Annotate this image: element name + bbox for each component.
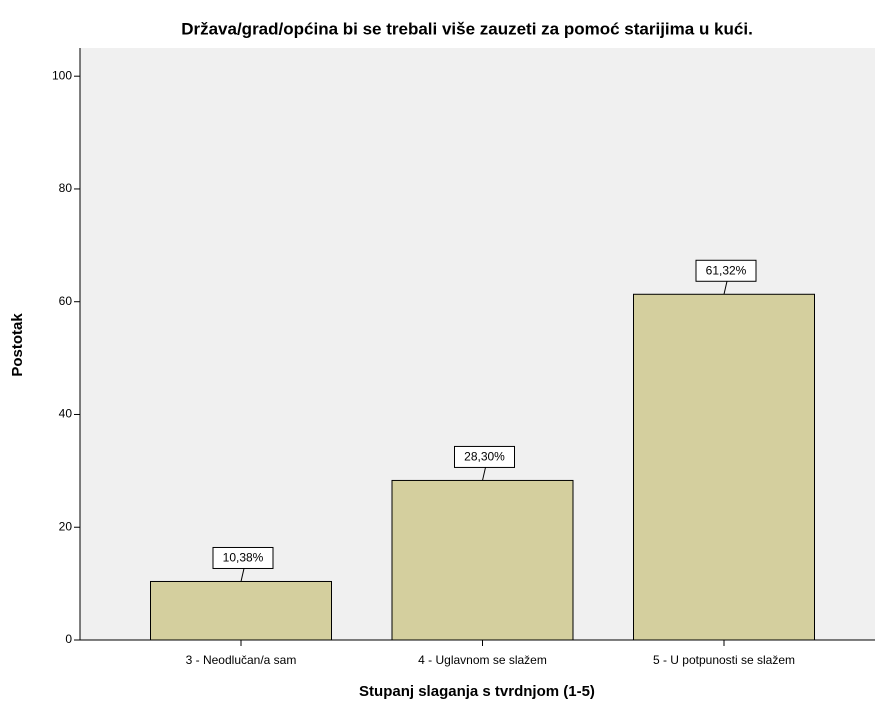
value-label: 28,30% <box>464 450 505 464</box>
label-box <box>695 259 757 282</box>
value-label: 61,32% <box>706 263 747 277</box>
bar <box>391 479 574 641</box>
bar <box>150 580 332 641</box>
label-leader <box>723 281 728 295</box>
y-tick-label: 0 <box>65 632 72 646</box>
x-tick-label: 3 - Neodlučan/a sam <box>186 653 297 667</box>
label-box <box>212 546 274 569</box>
y-tick-label: 60 <box>59 294 73 308</box>
y-tick-label: 100 <box>52 68 72 82</box>
x-tick-label: 5 - U potpunosti se slažem <box>653 653 795 667</box>
y-tick-label: 20 <box>59 519 73 533</box>
y-tick-label: 40 <box>59 407 73 421</box>
chart-title: Država/grad/općina bi se trebali više za… <box>181 19 753 38</box>
y-axis-label: Postotak <box>9 313 26 377</box>
label-leader <box>240 568 245 582</box>
label-box <box>454 445 515 468</box>
value-label: 10,38% <box>223 551 264 565</box>
label-leader <box>482 467 486 481</box>
bar <box>633 293 815 641</box>
y-tick-label: 80 <box>59 181 73 195</box>
x-tick-label: 4 - Uglavnom se slažem <box>418 653 547 667</box>
x-axis-label: Stupanj slaganja s tvrdnjom (1-5) <box>359 683 595 700</box>
